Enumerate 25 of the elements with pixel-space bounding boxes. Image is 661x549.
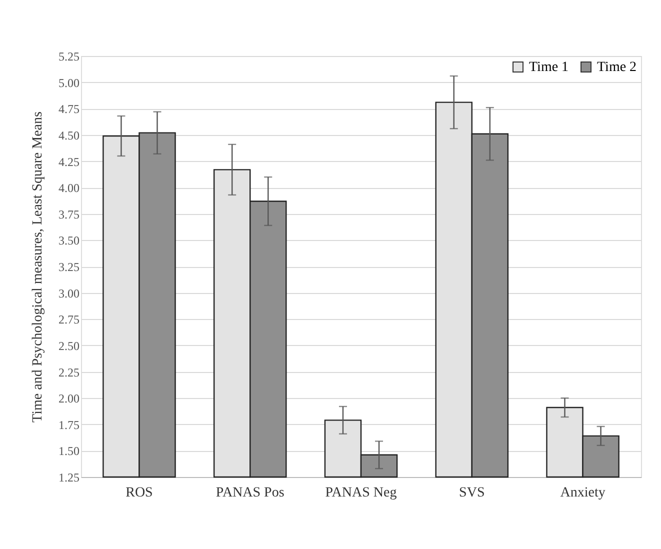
- y-tick-label: 4.25: [58, 154, 80, 169]
- y-tick-label: 1.25: [58, 470, 80, 484]
- y-tick-label: 1.75: [58, 418, 80, 432]
- y-tick-label: 2.25: [58, 365, 80, 380]
- y-axis-title: Time and Psychological measures, Least Square Means: [30, 112, 46, 422]
- x-tick-label: PANAS Neg: [325, 486, 397, 500]
- x-tick-label: PANAS Pos: [216, 486, 284, 500]
- y-tick-label: 5.25: [58, 50, 80, 64]
- y-tick-label: 4.00: [58, 181, 80, 196]
- y-tick-label: 4.50: [58, 128, 80, 142]
- y-tick-label: 1.50: [58, 444, 80, 458]
- legend-label: Time 1: [529, 60, 569, 75]
- y-tick-label: 3.75: [58, 207, 80, 222]
- y-tick-label: 3.25: [58, 260, 80, 274]
- x-tick-label: Anxiety: [560, 486, 606, 500]
- y-tick-label: 2.00: [58, 392, 80, 406]
- y-tick-label: 4.75: [58, 102, 80, 116]
- x-tick-label: SVS: [459, 486, 485, 500]
- y-tick-label: 3.50: [58, 234, 80, 248]
- x-tick-label: ROS: [126, 486, 153, 500]
- y-tick-label: 2.75: [58, 312, 80, 327]
- legend-label: Time 2: [597, 60, 637, 75]
- y-tick-label: 5.00: [58, 76, 80, 90]
- y-tick-label: 3.00: [58, 286, 80, 300]
- y-tick-label: 2.50: [58, 338, 80, 353]
